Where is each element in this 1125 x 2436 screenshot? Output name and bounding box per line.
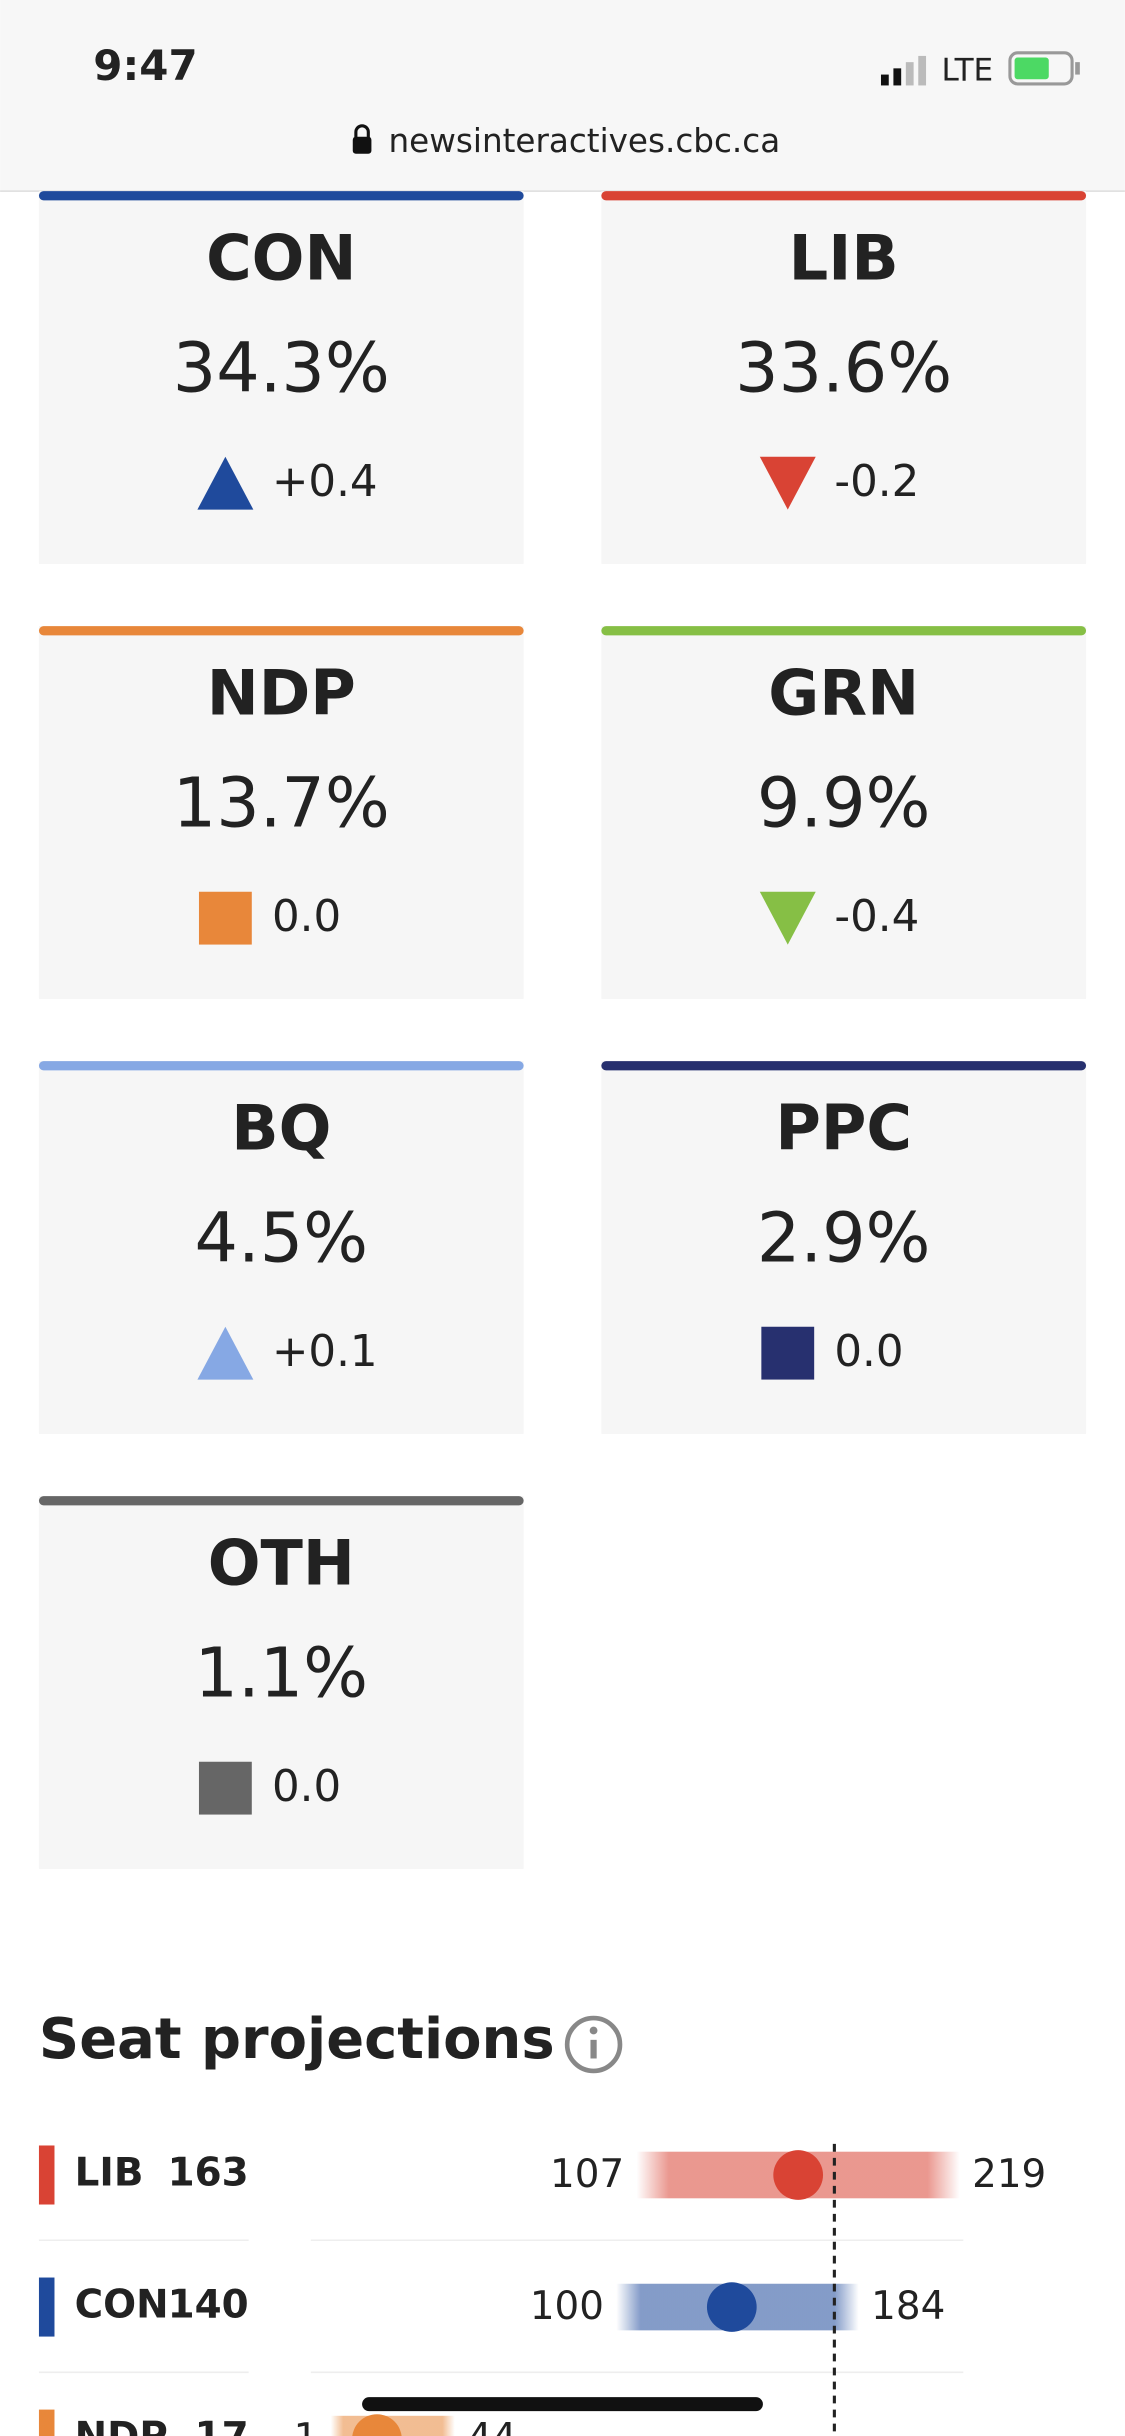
change-up: [197, 456, 254, 510]
vote-share: 2.9%: [757, 1199, 931, 1278]
party-name: NDP: [75, 2415, 168, 2436]
seat-count: 163: [168, 2151, 249, 2196]
vote-share: 13.7%: [173, 764, 390, 843]
card-accent: [601, 1061, 1087, 1071]
vote-share: 4.5%: [194, 1199, 368, 1278]
party-swatch: [38, 2277, 55, 2337]
card-accent: [38, 191, 524, 201]
party-name: OTH: [208, 1527, 355, 1600]
change-label: +0.4: [272, 457, 378, 507]
party-name: NDP: [207, 657, 356, 730]
lock-icon: [352, 124, 372, 154]
card: [38, 191, 524, 564]
url[interactable]: newsinteractives.cbc.ca: [388, 122, 780, 160]
projection-dot: [706, 2282, 757, 2332]
vote-share: 1.1%: [194, 1634, 368, 1713]
seat-count: 17: [195, 2415, 249, 2436]
range-low: 107: [550, 2152, 624, 2197]
card: [601, 1061, 1087, 1434]
party-name: LIB: [789, 222, 899, 295]
change-down: [759, 891, 816, 945]
change-none: [198, 891, 252, 945]
party-swatch: [38, 2145, 55, 2205]
signal-icon: [880, 55, 927, 86]
change-down: [759, 456, 816, 510]
range-low: 1: [294, 2416, 319, 2436]
party-name: BQ: [231, 1092, 331, 1165]
party-name: LIB: [75, 2151, 144, 2196]
card: [38, 626, 524, 999]
range-low: 100: [530, 2284, 604, 2329]
card-accent: [38, 1496, 524, 1506]
card-accent: [601, 191, 1087, 201]
projection-dot: [773, 2150, 824, 2200]
card: [38, 1061, 524, 1434]
change-label: 0.0: [272, 1762, 341, 1812]
card: [38, 1496, 524, 1869]
party-name: CON: [206, 222, 356, 295]
vote-share: 33.6%: [735, 329, 952, 408]
seat-count: 140: [168, 2283, 249, 2328]
network: LTE: [942, 52, 994, 88]
change-label: -0.4: [834, 892, 919, 942]
battery-icon: [1008, 51, 1080, 86]
party-name: GRN: [768, 657, 919, 730]
card: [601, 626, 1087, 999]
change-none: [761, 1326, 815, 1380]
vote-share: 9.9%: [757, 764, 931, 843]
range-high: 44: [467, 2416, 516, 2436]
cards: CON 34.3% +0.4 LIB 33.6% -0.2 NDP 13.7% 0.0 GRN 9.…: [38, 191, 1087, 1869]
card-accent: [38, 626, 524, 636]
change-up: [197, 1326, 254, 1380]
home-indicator: [362, 2397, 763, 2412]
change-none: [198, 1761, 252, 1815]
projection-dot: [352, 2414, 402, 2436]
party-name: PPC: [775, 1092, 912, 1165]
clock: 9:47: [93, 41, 197, 90]
change-label: +0.1: [272, 1327, 378, 1377]
card-accent: [601, 626, 1087, 636]
browser-bar: [0, 0, 1125, 192]
vote-share: 34.3%: [173, 329, 390, 408]
section-title: Seat projections: [39, 2007, 555, 2072]
card: [601, 191, 1087, 564]
party-name: CON: [75, 2283, 169, 2328]
change-label: 0.0: [834, 1327, 903, 1377]
range-high: 219: [972, 2152, 1046, 2197]
range-high: 184: [871, 2284, 945, 2329]
party-swatch: [38, 2409, 55, 2436]
change-label: 0.0: [272, 892, 341, 942]
info-button[interactable]: [564, 2015, 623, 2074]
change-label: -0.2: [834, 457, 919, 507]
card-accent: [38, 1061, 524, 1071]
